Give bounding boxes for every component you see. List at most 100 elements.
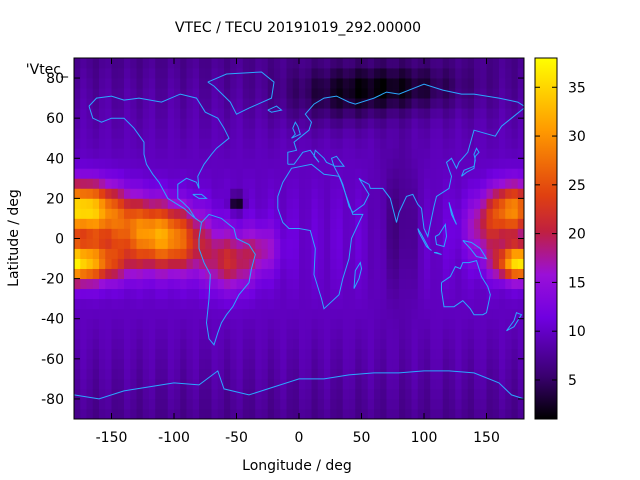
heatmap-cell (405, 188, 412, 199)
heatmap-cell (230, 158, 237, 169)
heatmap-cell (449, 188, 456, 199)
heatmap-cell (86, 298, 94, 310)
heatmap-cell (411, 258, 419, 269)
heatmap-cell (142, 328, 150, 340)
heatmap-cell (305, 368, 312, 380)
heatmap-cell (455, 248, 462, 259)
heatmap-cell (486, 348, 494, 360)
heatmap-cell (249, 118, 256, 129)
heatmap-cell (92, 248, 100, 259)
heatmap-cell (317, 238, 325, 249)
heatmap-cell (292, 318, 300, 330)
heatmap-cell (436, 68, 444, 79)
heatmap-cell (430, 158, 437, 169)
heatmap-cell (186, 68, 194, 79)
heatmap-cell (286, 308, 294, 320)
heatmap-cell (155, 318, 162, 330)
heatmap-cell (392, 288, 400, 300)
heatmap-cell (292, 378, 300, 390)
heatmap-cell (242, 328, 250, 340)
heatmap-cell (480, 138, 487, 149)
heatmap-cell (486, 68, 494, 79)
heatmap-cell (274, 138, 281, 149)
heatmap-cell (161, 238, 169, 249)
heatmap-cell (130, 218, 137, 229)
heatmap-cell (267, 268, 275, 280)
heatmap-cell (480, 58, 487, 69)
heatmap-cell (174, 228, 181, 239)
heatmap-cell (92, 58, 100, 69)
heatmap-cell (117, 128, 125, 139)
heatmap-cell (517, 378, 525, 390)
heatmap-cell (317, 368, 325, 380)
heatmap-cell (230, 348, 237, 360)
heatmap-cell (242, 268, 250, 280)
heatmap-cell (324, 298, 331, 310)
heatmap-cell (374, 158, 381, 169)
heatmap-cell (92, 118, 100, 129)
heatmap-cell (205, 388, 212, 400)
heatmap-cell (442, 238, 450, 249)
heatmap-cell (205, 98, 212, 109)
heatmap-cell (74, 348, 81, 360)
heatmap-cell (349, 238, 356, 249)
heatmap-cell (492, 318, 500, 330)
heatmap-cell (511, 228, 519, 239)
heatmap-cell (211, 308, 219, 320)
heatmap-cell (367, 198, 375, 209)
heatmap-cell (74, 108, 81, 119)
heatmap-cell (417, 198, 425, 209)
heatmap-cell (474, 358, 481, 370)
heatmap-cell (492, 148, 500, 159)
heatmap-cell (311, 218, 319, 229)
heatmap-cell (330, 98, 337, 109)
heatmap-cell (499, 328, 506, 340)
heatmap-cell (255, 278, 262, 290)
heatmap-cell (142, 338, 150, 350)
heatmap-cell (367, 168, 375, 179)
heatmap-cell (411, 88, 419, 99)
heatmap-cell (474, 188, 481, 199)
heatmap-cell (80, 248, 87, 259)
heatmap-cell (111, 178, 119, 189)
heatmap-cell (330, 398, 337, 410)
heatmap-cell (230, 58, 237, 69)
heatmap-cell (386, 308, 394, 320)
heatmap-cell (436, 218, 444, 229)
heatmap-cell (386, 268, 394, 280)
heatmap-cell (417, 58, 425, 69)
heatmap-cell (492, 328, 500, 340)
heatmap-cell (80, 128, 87, 139)
heatmap-cell (355, 348, 362, 360)
heatmap-cell (111, 68, 119, 79)
heatmap-cell (142, 408, 150, 420)
heatmap-cell (117, 208, 125, 219)
heatmap-cell (442, 188, 450, 199)
heatmap-cell (399, 118, 406, 129)
heatmap-cell (336, 288, 344, 300)
heatmap-cell (286, 338, 294, 350)
heatmap-cell (486, 208, 494, 219)
heatmap-cell (399, 128, 406, 139)
heatmap-cell (167, 408, 175, 420)
heatmap-cell (380, 398, 387, 410)
heatmap-cell (261, 228, 269, 239)
heatmap-cell (424, 288, 431, 300)
heatmap-cell (161, 218, 169, 229)
heatmap-cell (299, 88, 306, 99)
heatmap-cell (161, 98, 169, 109)
heatmap-cell (111, 118, 119, 129)
heatmap-cell (392, 148, 400, 159)
heatmap-cell (517, 118, 525, 129)
heatmap-cell (267, 228, 275, 239)
heatmap-cell (492, 358, 500, 370)
y-tick-label: -60 (41, 352, 64, 368)
heatmap-cell (217, 178, 225, 189)
heatmap-cell (324, 228, 331, 239)
heatmap-cell (305, 118, 312, 129)
heatmap-cell (230, 278, 237, 290)
heatmap-cell (411, 108, 419, 119)
heatmap-cell (130, 268, 137, 280)
heatmap-cell (455, 368, 462, 380)
heatmap-cell (74, 298, 81, 310)
